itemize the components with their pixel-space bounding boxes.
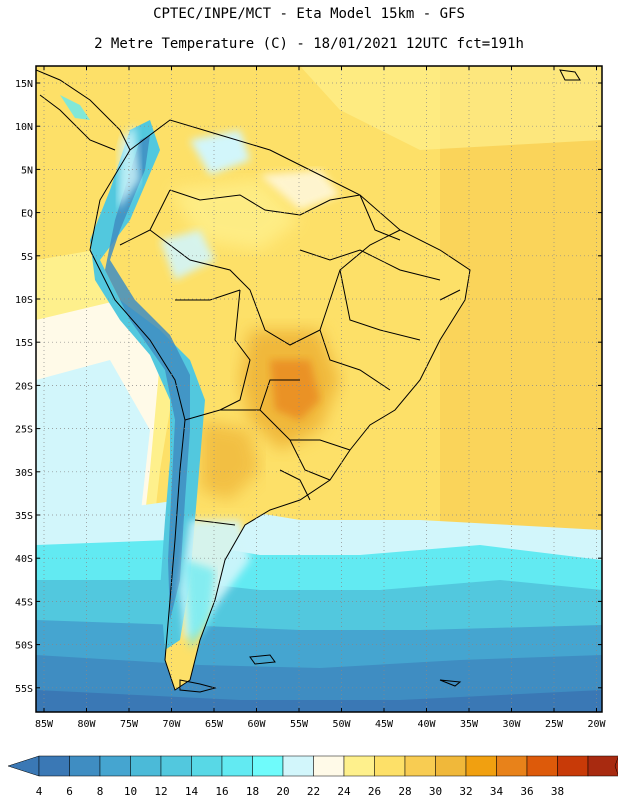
lon-tick-label: 50W	[332, 719, 351, 730]
lon-tick-label: 25W	[545, 719, 564, 730]
colorbar-label: 24	[337, 785, 351, 798]
colorbar-label: 30	[429, 785, 442, 798]
lat-tick-label: 5S	[21, 252, 33, 263]
lon-tick-label: 55W	[290, 719, 309, 730]
lon-tick-label: 65W	[205, 719, 224, 730]
map-frame	[35, 65, 603, 713]
colorbar-swatch	[130, 755, 162, 777]
lat-tick-label: 20S	[15, 381, 33, 392]
lat-tick-label: 5N	[21, 165, 33, 176]
colorbar-label: 26	[368, 785, 381, 798]
longitude-ticks: 85W 80W 75W 70W 65W 60W 55W 50W 45W 40W 35W 30W 25W 2…	[35, 66, 607, 730]
colorbar-label: 22	[307, 785, 320, 798]
colorbar-swatch	[69, 755, 101, 777]
temperature-field	[36, 66, 602, 712]
lon-tick-label: 75W	[120, 719, 139, 730]
colorbar-label: 10	[124, 785, 137, 798]
lat-tick-label: 10N	[15, 122, 33, 133]
colorbar-swatch	[282, 755, 314, 777]
latitude-ticks: 15N 10N 5N EQ 5S 10S 15S 20S 25S 30S 35S 40S 45S 50S 5…	[15, 79, 602, 695]
boundaries	[36, 69, 471, 691]
colorbar-swatch	[435, 755, 467, 777]
colorbar-label: 12	[154, 785, 167, 798]
colorbar-label: 34	[490, 785, 504, 798]
lon-tick-label: 70W	[162, 719, 181, 730]
lon-tick-label: 20W	[587, 719, 606, 730]
colorbar-label: 28	[398, 785, 411, 798]
lon-tick-label: 60W	[247, 719, 266, 730]
colorbar-label: 18	[246, 785, 259, 798]
colorbar-label: 4	[36, 785, 43, 798]
colorbar-swatch	[99, 755, 131, 777]
colorbar-label: 38	[551, 785, 564, 798]
lon-tick-label: 35W	[460, 719, 479, 730]
lon-tick-label: 85W	[35, 719, 54, 730]
colorbar-swatch	[221, 755, 253, 777]
lon-tick-label: 80W	[77, 719, 96, 730]
map-title-line-1: CPTEC/INPE/MCT - Eta Model 15km - GFS	[153, 6, 465, 22]
colorbar-label: 6	[66, 785, 73, 798]
color-bar: 4 6 8 10 12 14 16 18 20 22 24 26 28 30 32 34 36 38	[7, 755, 618, 798]
colorbar-swatch	[191, 755, 223, 777]
lat-tick-label: 15N	[15, 79, 33, 90]
colorbar-swatch	[374, 755, 406, 777]
colorbar-swatch	[404, 755, 436, 777]
lon-tick-label: 45W	[375, 719, 394, 730]
lat-tick-label: 15S	[15, 338, 33, 349]
colorbar-label: 8	[97, 785, 104, 798]
lat-tick-label: 40S	[15, 554, 33, 565]
colorbar-label: 16	[215, 785, 228, 798]
lat-tick-label: 10S	[15, 295, 33, 306]
lat-tick-label: EQ	[21, 209, 33, 220]
colorbar-label: 20	[276, 785, 289, 798]
lat-tick-label: 55S	[15, 684, 33, 695]
colorbar-left-arrow	[7, 755, 40, 777]
lat-tick-label: 45S	[15, 597, 33, 608]
colorbar-swatch	[496, 755, 528, 777]
colorbar-swatch	[38, 755, 70, 777]
colorbar-swatch	[526, 755, 558, 777]
colorbar-right-arrow	[614, 756, 618, 776]
colorbar-swatch	[587, 755, 618, 777]
lat-tick-label: 30S	[15, 468, 33, 479]
lat-tick-label: 50S	[15, 641, 33, 652]
colorbar-swatch	[252, 755, 284, 777]
colorbar-swatch	[343, 755, 375, 777]
lon-tick-label: 40W	[417, 719, 436, 730]
colorbar-swatch	[160, 755, 192, 777]
colorbar-swatch	[313, 755, 345, 777]
colorbar-label: 14	[185, 785, 199, 798]
lat-tick-label: 25S	[15, 425, 33, 436]
map-title-line-2: 2 Metre Temperature (C) - 18/01/2021 12U…	[94, 36, 524, 52]
lon-tick-label: 30W	[502, 719, 521, 730]
colorbar-swatch	[465, 755, 497, 777]
colorbar-swatch	[557, 755, 589, 777]
lat-tick-label: 35S	[15, 511, 33, 522]
colorbar-label: 32	[459, 785, 472, 798]
colorbar-label: 36	[520, 785, 533, 798]
